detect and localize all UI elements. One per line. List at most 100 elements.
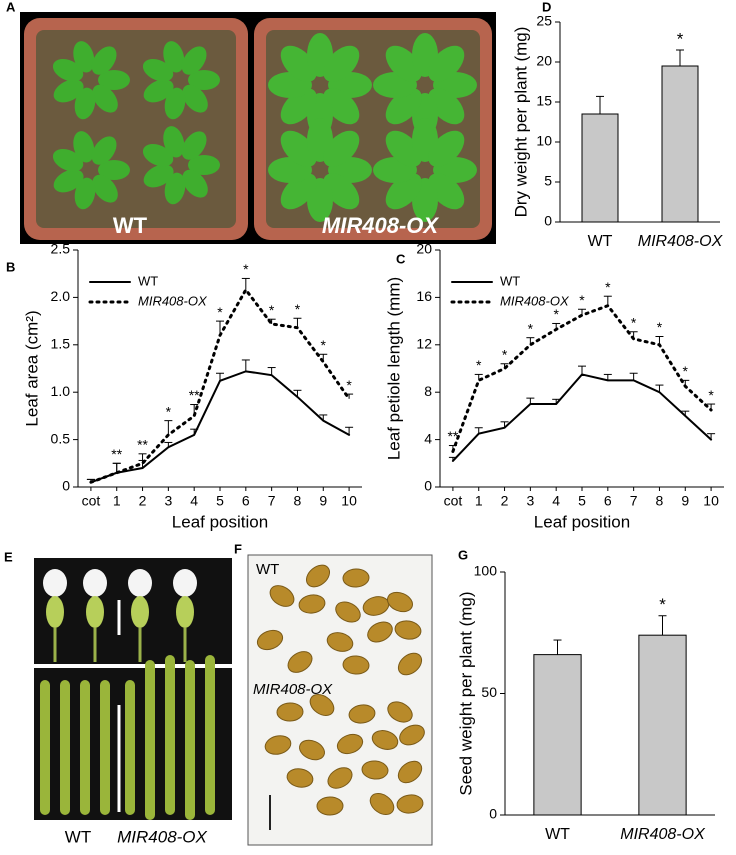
seed [309, 694, 335, 716]
x-tick-label: 9 [319, 493, 327, 509]
significance: * [708, 387, 714, 403]
leaf [142, 144, 174, 167]
leaf [52, 149, 84, 172]
significance: * [476, 357, 482, 373]
x-tick-label: 4 [552, 493, 560, 509]
leaf [73, 41, 95, 73]
significance: ** [447, 428, 458, 444]
y-tick-label: 20 [536, 53, 552, 69]
leaf [163, 126, 185, 158]
x-tick-label: 6 [242, 493, 250, 509]
x-tick-label: 10 [703, 493, 719, 509]
panel-label: F [234, 541, 242, 556]
photo-a [20, 12, 496, 244]
y-tick-label: 5 [544, 173, 552, 189]
seed [286, 768, 314, 788]
legend-label: WT [138, 273, 158, 288]
x-tick-label: 8 [656, 493, 664, 509]
leaf [92, 84, 118, 113]
y-tick-label: 0 [489, 806, 497, 822]
y-tick-label: 4 [424, 430, 432, 446]
leaf [53, 169, 84, 193]
leaf [143, 164, 174, 188]
x-tick-label: 8 [294, 493, 302, 509]
x-tick-label: 9 [681, 493, 689, 509]
y-tick-label: 10 [536, 133, 552, 149]
significance: * [166, 403, 172, 419]
significance: * [657, 319, 663, 335]
leaf [188, 155, 220, 175]
x-tick-label: cot [82, 493, 101, 509]
seed [342, 568, 370, 588]
x-tick-label: 3 [164, 493, 172, 509]
y-tick-label: 50 [481, 684, 497, 700]
seed [335, 601, 361, 623]
x-tick-label: 4 [190, 493, 198, 509]
seed [399, 724, 425, 746]
significance: * [659, 595, 666, 614]
x-tick-label: 1 [113, 493, 121, 509]
seed [397, 652, 423, 676]
x-tick-label: WT [588, 233, 613, 250]
bar [533, 654, 582, 816]
bud [46, 596, 64, 628]
flower [173, 569, 197, 597]
seed [369, 792, 395, 816]
x-axis-label: Leaf position [172, 512, 268, 531]
seed [396, 794, 424, 814]
leaf [181, 46, 207, 75]
leaf [52, 59, 84, 82]
significance: * [217, 304, 223, 320]
seed [276, 702, 304, 722]
photo-f [247, 554, 433, 846]
significance: ** [111, 446, 122, 462]
photo-label: WT [113, 213, 148, 238]
leaf [428, 45, 465, 82]
leaf [73, 131, 95, 163]
leaf [182, 169, 208, 198]
panel-label: A [6, 0, 16, 14]
x-tick-label: MIR408-OX [638, 233, 724, 250]
significance: * [528, 320, 534, 336]
bar [661, 65, 699, 223]
seed [348, 704, 376, 724]
seed [326, 632, 354, 652]
significance: * [346, 377, 352, 393]
leaf [323, 130, 360, 167]
panel-label: E [4, 549, 13, 564]
seed [269, 585, 295, 607]
x-tick-label: 3 [526, 493, 534, 509]
x-axis-label: Leaf position [534, 512, 630, 531]
x-tick-label: 5 [578, 493, 586, 509]
significance: * [243, 261, 249, 277]
seed [298, 594, 326, 614]
leaf [74, 177, 96, 210]
silique [185, 660, 195, 820]
seed [299, 739, 325, 761]
significance: ** [189, 387, 200, 403]
y-tick-label: 0 [544, 213, 552, 229]
flower [128, 569, 152, 597]
y-tick-label: 8 [424, 383, 432, 399]
panel-label: D [542, 0, 551, 14]
silique [80, 680, 90, 815]
y-axis-label: Seed weight per plant (mg) [456, 591, 475, 795]
seed [367, 621, 393, 643]
silique [165, 655, 175, 815]
panel-label: B [6, 259, 15, 274]
silique [205, 655, 215, 815]
significance: * [295, 301, 301, 317]
leaf [98, 70, 130, 90]
panel-label: G [458, 547, 468, 562]
silique [40, 680, 50, 815]
leaf [164, 172, 186, 205]
seed [394, 620, 422, 640]
y-tick-label: 15 [536, 93, 552, 109]
photo-label: MIR408-OX [117, 827, 207, 846]
leaf [428, 130, 465, 167]
x-tick-label: cot [444, 493, 463, 509]
y-axis-label: Leaf area (cm²) [22, 310, 41, 426]
y-axis-label: Leaf petiole length (mm) [384, 277, 403, 460]
leaf [91, 46, 117, 75]
leaf [163, 41, 185, 73]
